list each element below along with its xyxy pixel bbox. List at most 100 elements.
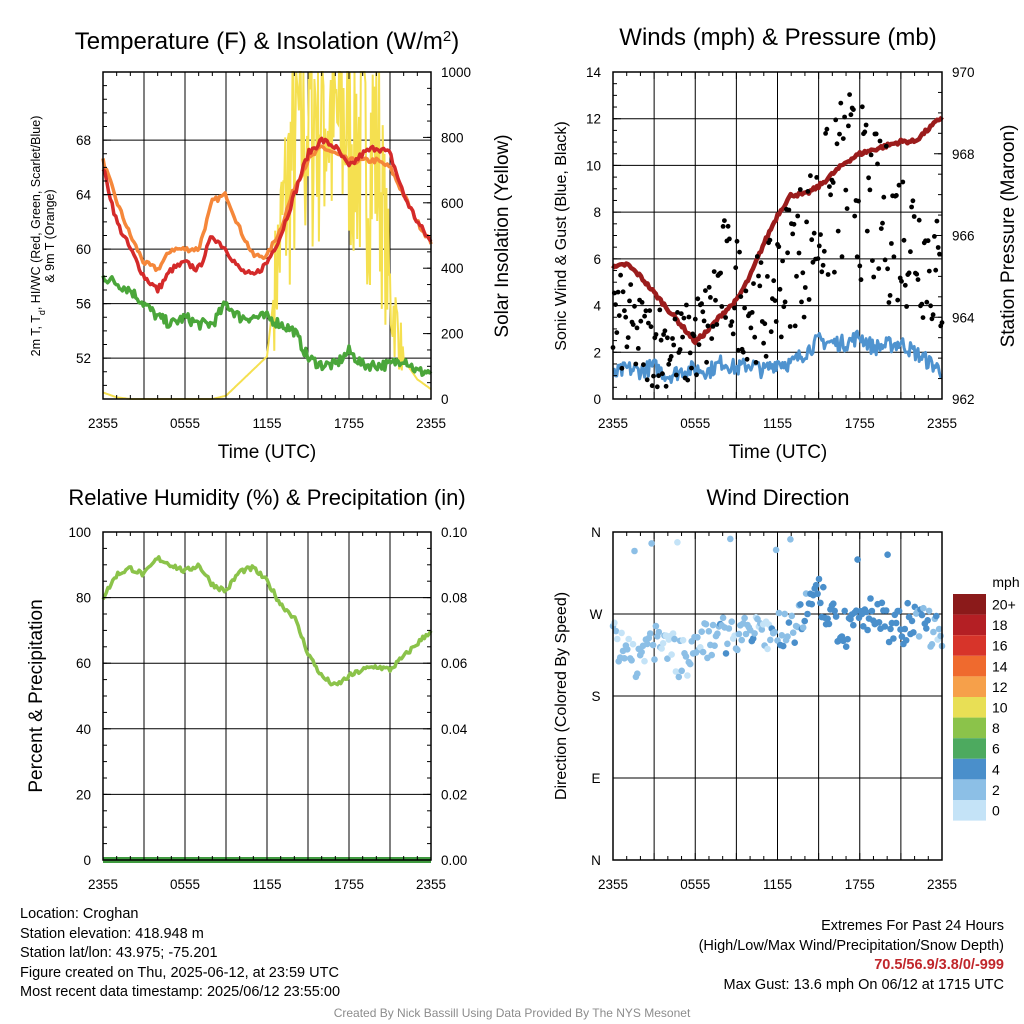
colorbar-label: 18 [992,617,1008,633]
direction-point [887,625,894,633]
y-tick-label: 6 [593,252,601,267]
gust-point [677,347,683,352]
gust-point [830,180,836,185]
temperature-panel-title: Temperature (F) & Insolation (W/m2) [75,28,459,56]
direction-point [842,643,850,650]
gust-point [799,299,804,305]
gust-point [827,184,832,190]
gust-point [847,92,852,97]
x-tick-label: 2355 [927,416,957,431]
gust-point [653,332,659,337]
y-tick-label: 56 [76,297,91,312]
y-tick-label: 40 [76,722,91,737]
gust-point [753,360,759,365]
gust-point [815,256,821,261]
gust-point [929,316,935,322]
colorbar-label: 0 [992,803,1000,819]
y-tick-label: 14 [586,65,602,80]
gust-point [705,323,711,329]
y2-tick-label: 970 [952,65,975,80]
x-tick-label: 2355 [598,877,628,892]
gust-point [911,214,917,219]
direction-point [735,630,743,638]
direction-point [815,575,823,583]
gust-point [620,289,626,295]
gust-point [743,288,749,294]
gust-point [881,194,887,200]
direction-point [651,656,658,663]
gust-point [920,315,926,320]
direction-point [935,625,943,633]
direction-point [817,599,824,607]
x-tick-label: 0555 [680,877,710,892]
location-text: Location: Croghan [20,906,139,922]
gust-point [864,228,870,234]
direction-point [875,619,883,626]
gust-point [916,217,922,223]
direction-point [611,619,618,627]
gust-point [751,281,756,286]
y-tick-label: S [591,689,600,704]
direction-point [881,623,889,630]
direction-point [825,620,833,628]
gust-point [786,207,792,213]
gust-point [904,304,909,309]
direction-point [659,640,667,647]
x-tick-label: 0555 [170,877,200,892]
direction-point [618,629,625,637]
gust-point [713,297,718,303]
gust-point [859,104,865,110]
direction-point [727,535,734,543]
direction-point [646,630,654,637]
direction-point [625,635,632,643]
colorbar-label: 6 [992,741,1000,757]
colorbar-swatch [953,594,986,615]
x-tick-label: 1755 [334,416,364,431]
direction-point [614,635,621,643]
direction-point [612,627,620,635]
extremes-info: Extremes For Past 24 Hours (High/Low/Max… [699,917,1004,995]
x-tick-label: 2355 [598,416,628,431]
winds-x-label: Time (UTC) [729,442,828,463]
gust-point [625,335,631,340]
colorbar-title: mph [992,574,1019,590]
gust-point [662,328,668,334]
direction-point [684,672,691,679]
gust-point [646,320,651,326]
x-tick-label: 1755 [845,877,875,892]
direction-point [867,595,874,602]
gust-point [866,175,871,181]
direction-point [804,610,811,618]
colorbar-label: 20+ [992,597,1016,613]
gust-point [873,131,879,137]
gust-point [844,206,850,212]
y-tick-label: 10 [586,158,601,173]
direction-point [862,608,870,616]
colorbar-label: 16 [992,638,1008,654]
colorbar-swatch [953,779,986,800]
gust-point [858,277,864,283]
gust-point [748,325,754,331]
gust-point [737,249,742,255]
y2-tick-label: 800 [441,130,464,145]
extremes-values: 70.5/56.9/3.8/0/-999 [874,957,1004,973]
direction-point [664,655,671,662]
direction-point [644,640,651,648]
direction-point [928,641,936,648]
gust-point [785,250,790,256]
y-tick-label: 64 [76,188,92,203]
gust-point [719,304,725,309]
y-tick-label: 80 [76,591,91,606]
gust-point [771,278,777,284]
direction-point [694,634,701,641]
direction-point [797,601,804,608]
gust-point [867,187,873,193]
gust-point [910,198,916,204]
gust-point [618,272,623,278]
y2-tick-label: 0.06 [441,656,467,671]
y2-tick-label: 964 [952,310,975,325]
direction-point [895,607,903,615]
gust-point [639,300,645,305]
direction-point [778,632,786,639]
temperature-y2-label: Solar Insolation (Yellow) [492,134,513,337]
